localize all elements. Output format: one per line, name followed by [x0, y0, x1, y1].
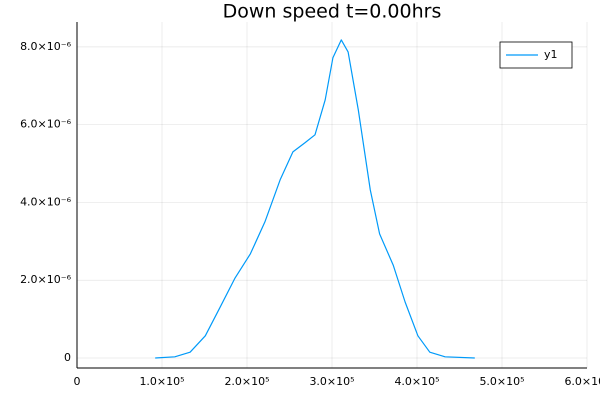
legend-label: y1 [544, 48, 558, 61]
chart-title: Down speed t=0.00hrs [223, 1, 442, 23]
line [155, 39, 475, 359]
y-tick-label: 4.0×10⁻⁶ [20, 195, 72, 208]
x-tick-label: 5.0×10⁵ [479, 375, 524, 388]
y-tick-label: 6.0×10⁻⁶ [20, 118, 72, 131]
y-tick-label: 0 [64, 351, 71, 364]
x-tick-label: 0 [74, 375, 81, 388]
y-tick-label: 8.0×10⁻⁶ [20, 40, 72, 53]
y-tick-label: 2.0×10⁻⁶ [20, 273, 72, 286]
x-tick-label: 1.0×10⁵ [139, 375, 184, 388]
x-tick-label: 2.0×10⁵ [224, 375, 269, 388]
x-tick-label: 4.0×10⁵ [394, 375, 439, 388]
x-tick-label: 3.0×10⁵ [309, 375, 354, 388]
x-tick-label: 6.0×10⁵ [564, 375, 600, 388]
